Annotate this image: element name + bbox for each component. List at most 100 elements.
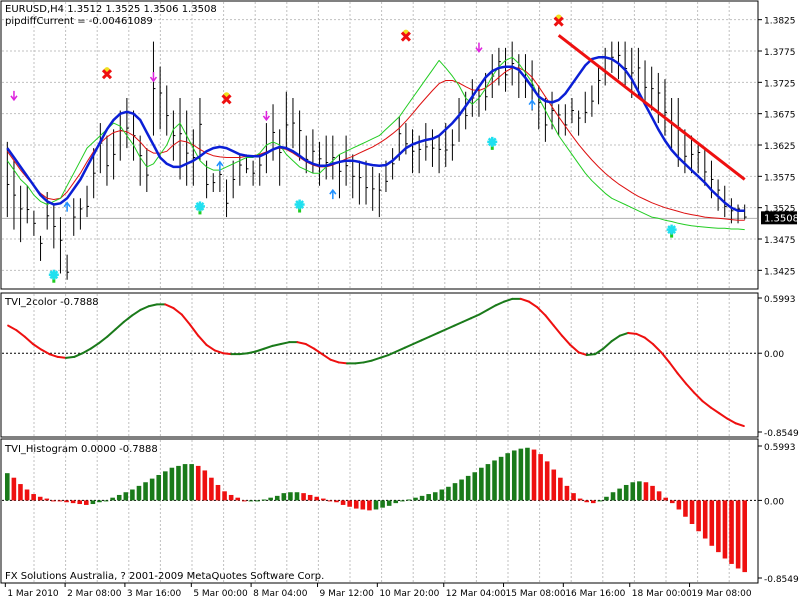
histogram-bar (353, 500, 359, 509)
price-axis-label: 1.3525 (764, 205, 796, 215)
histogram-bar (386, 500, 392, 506)
histogram-bar (511, 450, 517, 501)
tvi-2color-segment (461, 317, 473, 323)
tvi-2color-segment (618, 331, 630, 337)
tvi-2color-segment (693, 391, 704, 403)
histogram-bar (110, 497, 115, 501)
tvi-2color-segment (172, 307, 183, 316)
time-axis-label: 9 Mar 12:00 (320, 589, 375, 599)
price-title: EURUSD,H4 1.3512 1.3525 1.3506 1.3508 (5, 4, 217, 15)
time-axis-label: 18 Mar 00:00 (632, 589, 692, 599)
tvi-2color-segment (106, 328, 117, 338)
histogram-bar (604, 496, 609, 501)
histogram-bar (18, 484, 23, 501)
star-marker (195, 201, 205, 211)
tvi-2color-segment (147, 303, 158, 308)
histogram-bar (301, 493, 306, 501)
histogram-bar (228, 494, 234, 501)
tvi-2color-segment (15, 329, 26, 338)
histogram-bar (143, 482, 148, 501)
tvi-2color-segment (453, 320, 464, 327)
histogram-bar (24, 489, 30, 501)
histogram-bar (195, 465, 201, 501)
tvi-2color-segment (718, 412, 729, 420)
arrow-up-marker-head (216, 160, 224, 167)
tvi-2color-segment (56, 355, 67, 359)
histogram-bar (696, 500, 701, 532)
histogram-bar (242, 500, 247, 502)
histogram-bar (314, 496, 320, 501)
histogram-bar (650, 485, 655, 501)
tvi-2color-segment (635, 332, 646, 339)
time-axis-label: 12 Mar 04:00 (446, 589, 506, 599)
histogram-bar (432, 492, 438, 501)
histogram-bar (97, 500, 102, 503)
tvi-2color-segment (329, 358, 340, 364)
tvi-2color-segment (263, 344, 274, 350)
tvi-2color-segment (668, 361, 679, 375)
tvi-2color-segment (65, 355, 76, 359)
histogram-bar (274, 495, 280, 501)
x-marker (553, 16, 564, 27)
histogram-bar (163, 471, 168, 501)
tvi-2color-segment (610, 334, 621, 343)
histogram-bar (70, 500, 76, 504)
tvi-2color-segment (726, 417, 737, 425)
histogram-bar (176, 465, 181, 501)
tvi-2color-segment (552, 324, 563, 337)
tvi-2color-segment (197, 334, 208, 346)
histogram-bar (288, 492, 293, 501)
histogram-bar (597, 500, 603, 502)
histogram-bar (281, 493, 287, 501)
tvi-2color-segment (213, 349, 225, 355)
axis-layer: 1.3425 1.3475 1.3525 1.3575 1.3625 1.3675 1.37… (4, 17, 799, 599)
tvi-2color-segment (577, 351, 588, 357)
tvi-2color-segment (370, 356, 382, 362)
tvi-2color-segment (536, 306, 547, 317)
histogram-bar (248, 500, 254, 502)
histogram-bar (116, 494, 122, 501)
histogram-bar (637, 481, 642, 501)
tvi-2color-segment (709, 406, 721, 415)
histogram-bar (544, 461, 550, 501)
price-axis-label: 1.3775 (764, 48, 796, 58)
tvi-2color-segment (569, 343, 580, 354)
histogram-bar (413, 497, 418, 501)
histogram-bar (44, 498, 50, 501)
tvi-2color-segment (189, 323, 200, 337)
tvi-2color-segment (627, 331, 638, 335)
time-axis-label: 1 Mar 2010 (7, 589, 59, 599)
histogram-bar (57, 500, 63, 502)
price-axis-label: 1.3575 (764, 173, 796, 183)
histogram-bar (558, 477, 563, 501)
tvi-histogram-axis-label: -0.8549 (764, 575, 799, 585)
histogram-bar (261, 499, 267, 501)
current-price-tag (761, 211, 797, 225)
time-axis-label: 8 Mar 04:00 (253, 589, 308, 599)
star-marker (49, 270, 59, 280)
histogram-bar (419, 495, 425, 501)
histogram-bar (64, 500, 69, 503)
arrow-down-marker-head (149, 76, 158, 83)
histogram-bar (215, 484, 221, 501)
tvi-2color-segment (354, 361, 365, 365)
tvi-2color-segment (40, 348, 51, 356)
histogram-bar (584, 500, 589, 503)
histogram-bar (5, 473, 10, 501)
tvi-2color-segment (246, 350, 258, 355)
histogram-bar (702, 500, 708, 539)
histogram-bar (149, 478, 155, 501)
histogram-bar (689, 500, 695, 524)
histogram-bar (452, 483, 458, 501)
histogram-bar (709, 500, 715, 546)
tvi-2color-segment (98, 335, 109, 345)
tvi-2color-segment (23, 335, 34, 346)
histogram-bar (294, 492, 300, 501)
tvi-2color-segment (81, 347, 92, 355)
time-axis-label: 3 Mar 16:00 (127, 589, 182, 599)
arrow-up-marker-head (329, 188, 337, 195)
histogram-bar (643, 482, 649, 501)
tvi-2color-segment (651, 343, 663, 354)
x-marker (101, 69, 113, 80)
